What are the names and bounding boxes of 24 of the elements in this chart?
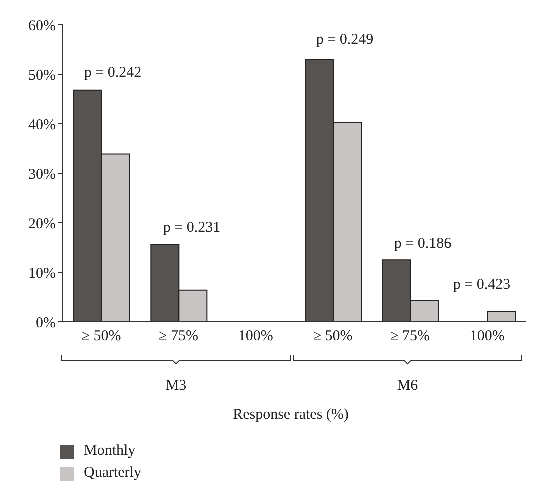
x-tick-label: ≥ 50% bbox=[82, 328, 122, 345]
y-tick-label: 60% bbox=[28, 18, 56, 34]
legend-label: Quarterly bbox=[84, 465, 142, 481]
text: M6 bbox=[397, 378, 419, 394]
y-tick-label: 30% bbox=[28, 166, 56, 183]
x-tick-label: ≥ 75% bbox=[390, 328, 430, 345]
y-tick-label: 0% bbox=[36, 315, 56, 332]
y-tick-label: 50% bbox=[28, 68, 56, 84]
y-tick-label: 10% bbox=[28, 266, 56, 282]
y-tick-label: 40% bbox=[28, 117, 56, 134]
x-tick-label: ≥ 50% bbox=[313, 328, 353, 345]
x-tick-label: ≥ 75% bbox=[159, 328, 198, 345]
annotation: p = 0.242 bbox=[84, 65, 142, 81]
annotation: p = 0.423 bbox=[453, 277, 511, 293]
bar bbox=[487, 311, 516, 322]
legend-label: Monthly bbox=[84, 443, 136, 459]
annotation: p = 0.231 bbox=[163, 220, 221, 236]
text: M3 bbox=[166, 378, 187, 394]
annotation: p = 0.186 bbox=[394, 236, 452, 252]
text: Response rates (%) bbox=[233, 407, 349, 423]
y-tick-label: 20% bbox=[28, 216, 56, 232]
x-tick-label: 100% bbox=[238, 328, 274, 345]
x-tick-label: 100% bbox=[470, 328, 505, 345]
annotation: p = 0.249 bbox=[316, 32, 374, 48]
